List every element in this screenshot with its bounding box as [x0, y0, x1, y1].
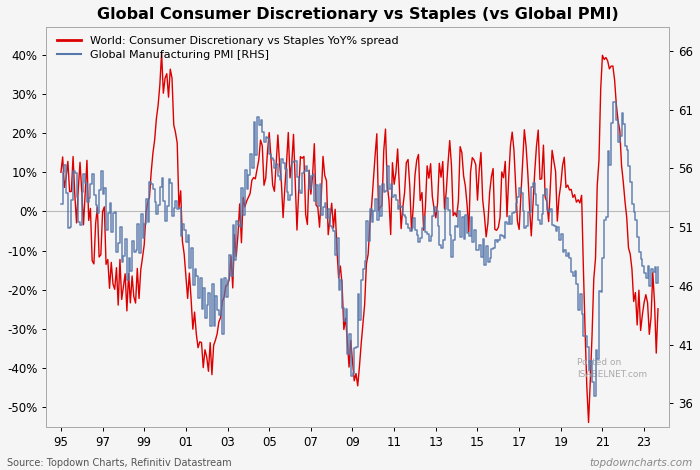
Text: topdowncharts.com: topdowncharts.com: [589, 458, 693, 468]
Text: Posted on
ISABELNET.com: Posted on ISABELNET.com: [578, 358, 648, 378]
Title: Global Consumer Discretionary vs Staples (vs Global PMI): Global Consumer Discretionary vs Staples…: [97, 7, 619, 22]
Legend: World: Consumer Discretionary vs Staples YoY% spread, Global Manufacturing PMI [: World: Consumer Discretionary vs Staples…: [52, 31, 403, 64]
Text: Source: Topdown Charts, Refinitiv Datastream: Source: Topdown Charts, Refinitiv Datast…: [7, 458, 232, 468]
